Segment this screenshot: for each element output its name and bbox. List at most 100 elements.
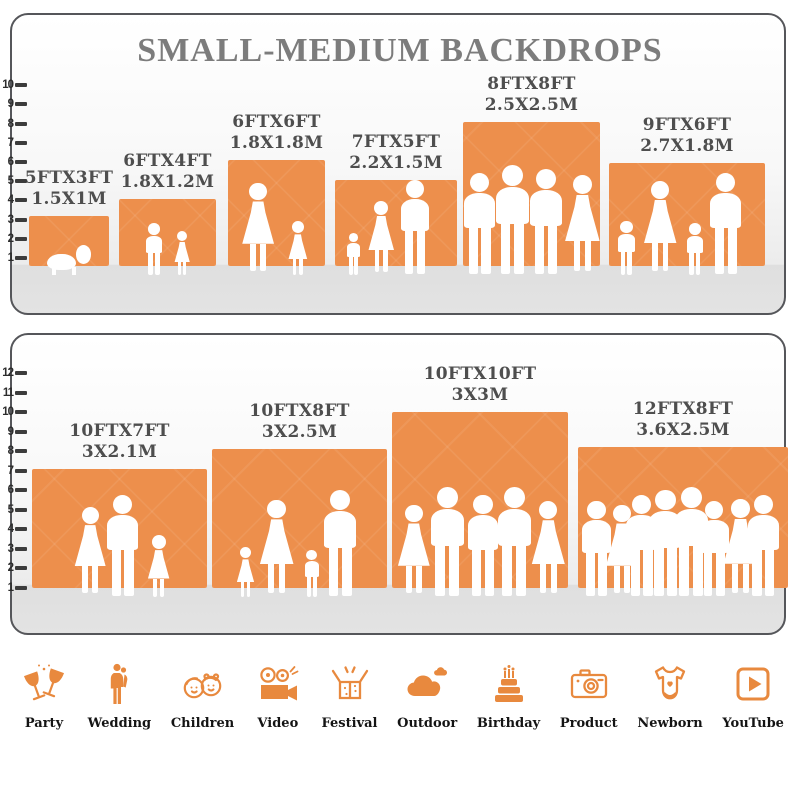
size-m-text: 3X3M	[451, 384, 509, 405]
ruler-tick	[15, 160, 27, 164]
figure-woman	[259, 500, 294, 597]
ruler-number: 5	[7, 503, 14, 516]
ruler-mark: 1	[0, 581, 27, 595]
ruler-number: 1	[7, 252, 14, 264]
birthday-icon	[485, 660, 533, 708]
category-label: Children	[170, 716, 235, 731]
category-row: Party Wedding Children Video Festival Outdoor…	[20, 660, 784, 731]
backdrop-rect	[29, 216, 109, 275]
backdrop-size-label: 5FTX3FT 1.5X1M	[25, 168, 113, 209]
backdrop-rect	[228, 160, 325, 275]
size-ft-text: 6FTX4FT	[123, 151, 212, 171]
ruler-number: 7	[7, 136, 14, 149]
ruler-mark: 10	[0, 78, 27, 92]
size-ft-text: 8FTX8FT	[487, 74, 576, 94]
ruler-number: 11	[2, 386, 14, 399]
size-ft-text: 6FTX6FT	[232, 112, 321, 132]
newborn-icon	[646, 660, 694, 708]
figure-woman	[242, 183, 275, 275]
ruler-tick	[15, 217, 27, 222]
category-label: Video	[257, 716, 299, 731]
category-label: YouTube	[722, 716, 784, 731]
ruler-tick	[15, 586, 27, 590]
figure-man	[467, 495, 499, 597]
figure-woman	[368, 201, 395, 275]
figure-woman	[564, 175, 600, 275]
backdrop-rect	[335, 180, 457, 275]
size-m-text: 1.8X1.8M	[229, 132, 324, 153]
ruler-mark: 7	[0, 136, 27, 150]
ruler-mark: 3	[0, 542, 27, 556]
ruler-tick	[15, 468, 27, 473]
ruler-mark: 3	[0, 213, 27, 227]
size-ft-text: 9FTX6FT	[642, 115, 732, 135]
backdrop-rect	[32, 469, 207, 597]
ruler-number: 8	[7, 117, 14, 130]
category-item-outdoor: Outdoor	[397, 660, 457, 731]
party-icon	[20, 660, 68, 708]
ruler-mark: 9	[0, 425, 27, 439]
ruler-mark: 12	[0, 366, 27, 380]
ruler-tick	[15, 198, 27, 203]
figure-girl	[174, 231, 190, 275]
ruler-number: 1	[7, 582, 14, 594]
figure-man	[430, 487, 464, 597]
category-label: Newborn	[637, 716, 703, 731]
ruler-number: 4	[7, 523, 14, 536]
size-m-text: 3.6X2.5M	[636, 419, 730, 440]
category-item-newborn: Newborn	[637, 660, 703, 731]
backdrop-size-label: 9FTX6FT 2.7X1.8M	[640, 115, 734, 156]
backdrop-size-label: 10FTX7FT 3X2.1M	[69, 421, 170, 462]
category-item-birthday: Birthday	[477, 660, 540, 731]
category-item-product: Product	[560, 660, 618, 731]
figure-man	[699, 501, 729, 597]
size-m-text: 2.2X1.5M	[349, 152, 443, 173]
wedding-icon	[95, 660, 143, 708]
figure-man	[530, 169, 562, 275]
children-icon	[179, 660, 227, 708]
backdrop-size-label: 6FTX4FT 1.8X1.2M	[121, 151, 215, 192]
figure-woman	[397, 505, 430, 597]
ruler-number: 6	[7, 156, 14, 168]
size-ft-text: 12FTX8FT	[632, 399, 734, 419]
ruler-mark: 2	[0, 561, 27, 575]
ruler-number: 2	[7, 232, 14, 245]
backdrop-rect	[578, 447, 788, 597]
size-ft-text: 10FTX7FT	[69, 421, 170, 441]
ruler-number: 12	[2, 366, 14, 379]
page-title: SMALL-MEDIUM BACKDROPS	[137, 32, 663, 69]
category-label: Wedding	[87, 716, 152, 731]
figure-woman	[74, 507, 106, 597]
category-label: Outdoor	[397, 716, 458, 731]
ruler-tick	[15, 179, 27, 184]
figure-man	[710, 173, 741, 275]
ruler-tick	[15, 449, 27, 454]
ruler-number: 7	[7, 464, 14, 477]
ruler-tick	[15, 527, 27, 532]
category-item-wedding: Wedding	[88, 660, 151, 731]
figure-man	[748, 495, 779, 597]
ruler-tick	[15, 507, 27, 512]
figure-man	[582, 501, 611, 597]
ruler-number: 2	[7, 562, 14, 575]
ruler-mark: 9	[0, 97, 27, 111]
figure-man	[464, 173, 495, 275]
ruler-mark: 6	[0, 155, 27, 169]
ruler-tick	[15, 390, 27, 395]
size-ft-text: 5FTX3FT	[24, 168, 114, 188]
backdrop-rect	[119, 199, 216, 275]
product-icon	[565, 660, 613, 708]
backdrop-size-label: 6FTX6FT 1.8X1.8M	[230, 112, 324, 153]
backdrop-size-label: 12FTX8FT 3.6X2.5M	[633, 399, 734, 440]
backdrop-size-label: 10FTX8FT 3X2.5M	[249, 401, 350, 442]
backdrop-size-label: 8FTX8FT 2.5X2.5M	[485, 74, 579, 115]
figure-boy	[146, 223, 162, 275]
ruler-number: 6	[7, 484, 14, 497]
ruler-tick	[15, 410, 27, 415]
category-item-festival: Festival	[322, 660, 377, 731]
figure-boy	[304, 550, 319, 597]
outdoor-icon	[403, 660, 451, 708]
figure-child	[347, 233, 360, 275]
size-ft-text: 7FTX5FT	[351, 132, 441, 152]
ruler-number: 5	[7, 175, 14, 188]
